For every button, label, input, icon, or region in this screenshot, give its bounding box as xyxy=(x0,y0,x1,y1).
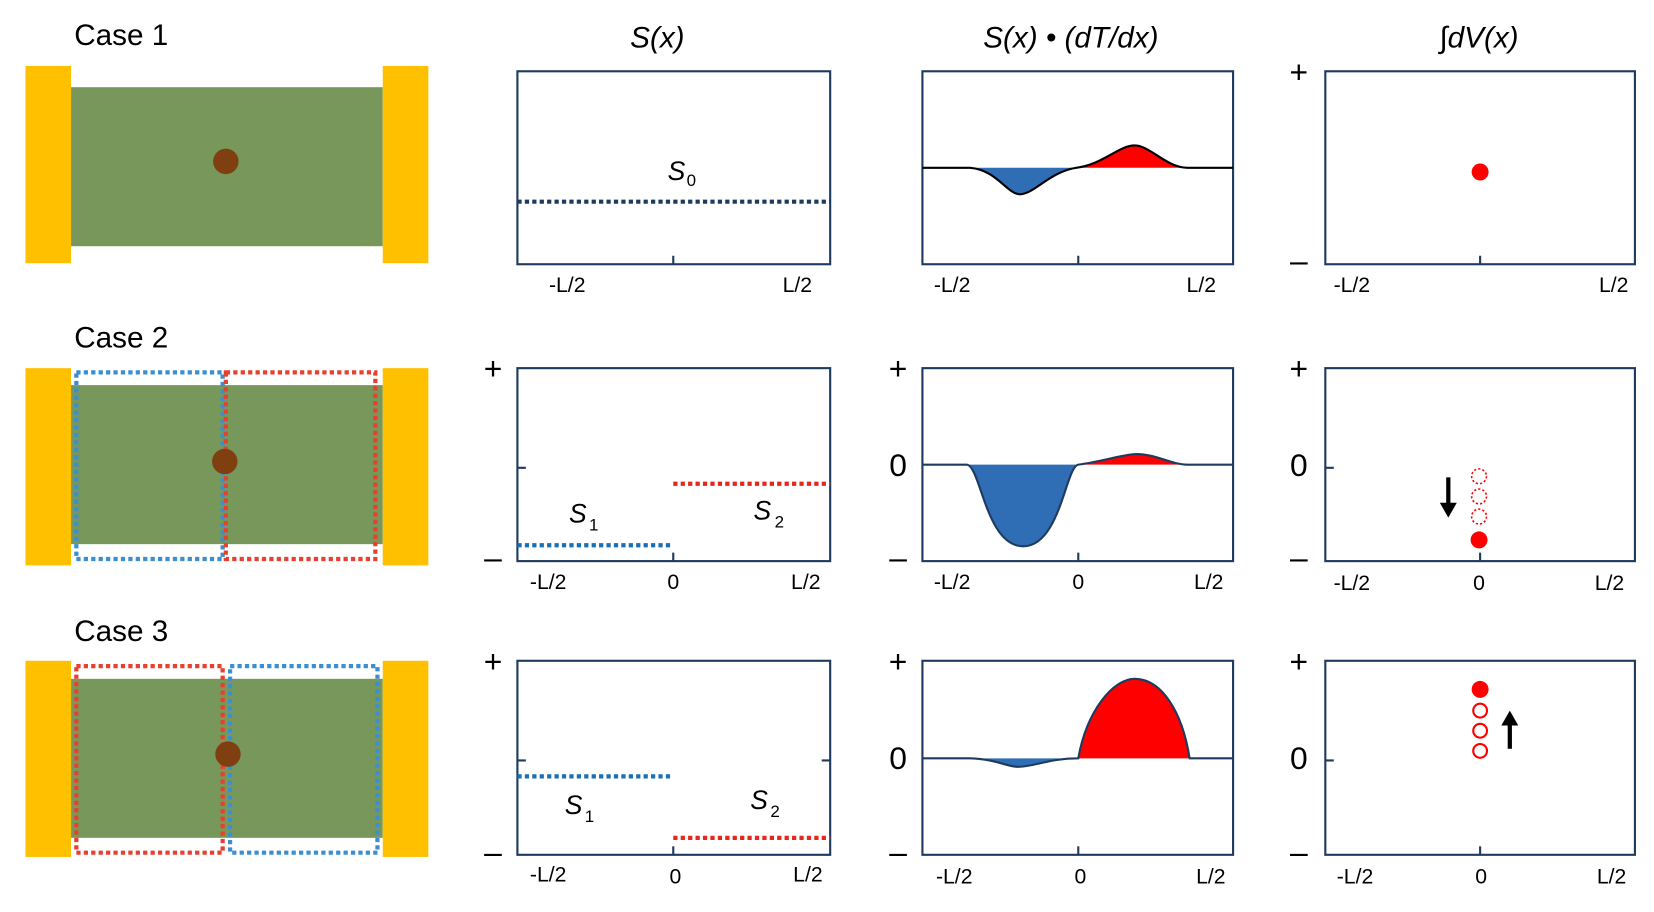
x-label: 0 xyxy=(1075,866,1087,889)
y-label: – xyxy=(1290,539,1308,575)
x-label: L/2 xyxy=(1597,866,1626,889)
voltage-panel xyxy=(1324,70,1636,266)
column-header: S(x) • (dT/dx) xyxy=(983,21,1158,54)
profile-label-sub: 2 xyxy=(770,802,779,821)
y-label: 0 xyxy=(1290,447,1308,483)
y-label: + xyxy=(1290,351,1309,387)
case-label: Case 2 xyxy=(74,321,168,354)
case-label: Case 1 xyxy=(74,19,168,52)
y-label: – xyxy=(484,539,502,575)
y-label: – xyxy=(889,834,907,870)
profile-label-sub: 0 xyxy=(687,171,696,190)
device xyxy=(25,65,429,264)
device xyxy=(25,368,429,566)
y-label: – xyxy=(1290,243,1308,279)
x-label: -L/2 xyxy=(934,274,971,297)
product-panel xyxy=(921,659,1235,856)
y-label: + xyxy=(484,643,503,679)
x-label: L/2 xyxy=(1194,571,1223,594)
x-label: -L/2 xyxy=(1334,274,1371,297)
profile-label-sub: 2 xyxy=(775,512,784,531)
profile-label: S xyxy=(753,495,771,525)
x-label: -L/2 xyxy=(549,274,586,297)
x-label: L/2 xyxy=(1599,274,1628,297)
x-label: -L/2 xyxy=(936,866,973,889)
y-label: + xyxy=(484,351,503,387)
profile-label: S xyxy=(565,790,583,820)
y-label: 0 xyxy=(889,447,907,483)
x-label: L/2 xyxy=(783,274,812,297)
profile-label: S xyxy=(569,499,587,529)
x-label: 0 xyxy=(1473,572,1485,595)
y-label: – xyxy=(889,539,907,575)
x-label: -L/2 xyxy=(1334,572,1371,595)
x-label: L/2 xyxy=(1595,572,1624,595)
profile-label-sub: 1 xyxy=(585,807,594,826)
y-label: + xyxy=(889,643,908,679)
case-label: Case 3 xyxy=(74,615,168,648)
y-label: + xyxy=(1290,54,1309,90)
voltage-panel xyxy=(1324,659,1636,856)
device xyxy=(25,660,429,857)
voltage-panel xyxy=(1324,367,1636,563)
y-label: + xyxy=(889,351,908,387)
x-label: 0 xyxy=(1072,571,1084,594)
y-label: – xyxy=(1290,834,1308,870)
profile-panel xyxy=(516,659,832,856)
x-label: -L/2 xyxy=(934,571,971,594)
x-label: L/2 xyxy=(793,864,822,887)
x-label: 0 xyxy=(669,866,681,889)
y-label: 0 xyxy=(1290,740,1308,776)
column-header: ∫dV(x) xyxy=(1438,21,1519,54)
x-label: 0 xyxy=(667,571,679,594)
x-label: L/2 xyxy=(1196,866,1225,889)
x-label: -L/2 xyxy=(1337,866,1374,889)
x-label: 0 xyxy=(1475,866,1487,889)
column-header: S(x) xyxy=(630,21,684,54)
profile-panel xyxy=(516,70,832,266)
product-panel xyxy=(921,367,1235,563)
x-label: -L/2 xyxy=(530,571,567,594)
y-label: 0 xyxy=(889,740,907,776)
profile-label: S xyxy=(750,785,768,815)
profile-panel xyxy=(516,367,832,563)
profile-label: S xyxy=(668,156,686,186)
y-label: – xyxy=(484,834,502,870)
y-label: + xyxy=(1290,643,1309,679)
product-panel xyxy=(921,70,1235,266)
x-label: -L/2 xyxy=(530,864,567,887)
x-label: L/2 xyxy=(791,571,820,594)
profile-label-sub: 1 xyxy=(589,516,598,535)
x-label: L/2 xyxy=(1187,274,1216,297)
